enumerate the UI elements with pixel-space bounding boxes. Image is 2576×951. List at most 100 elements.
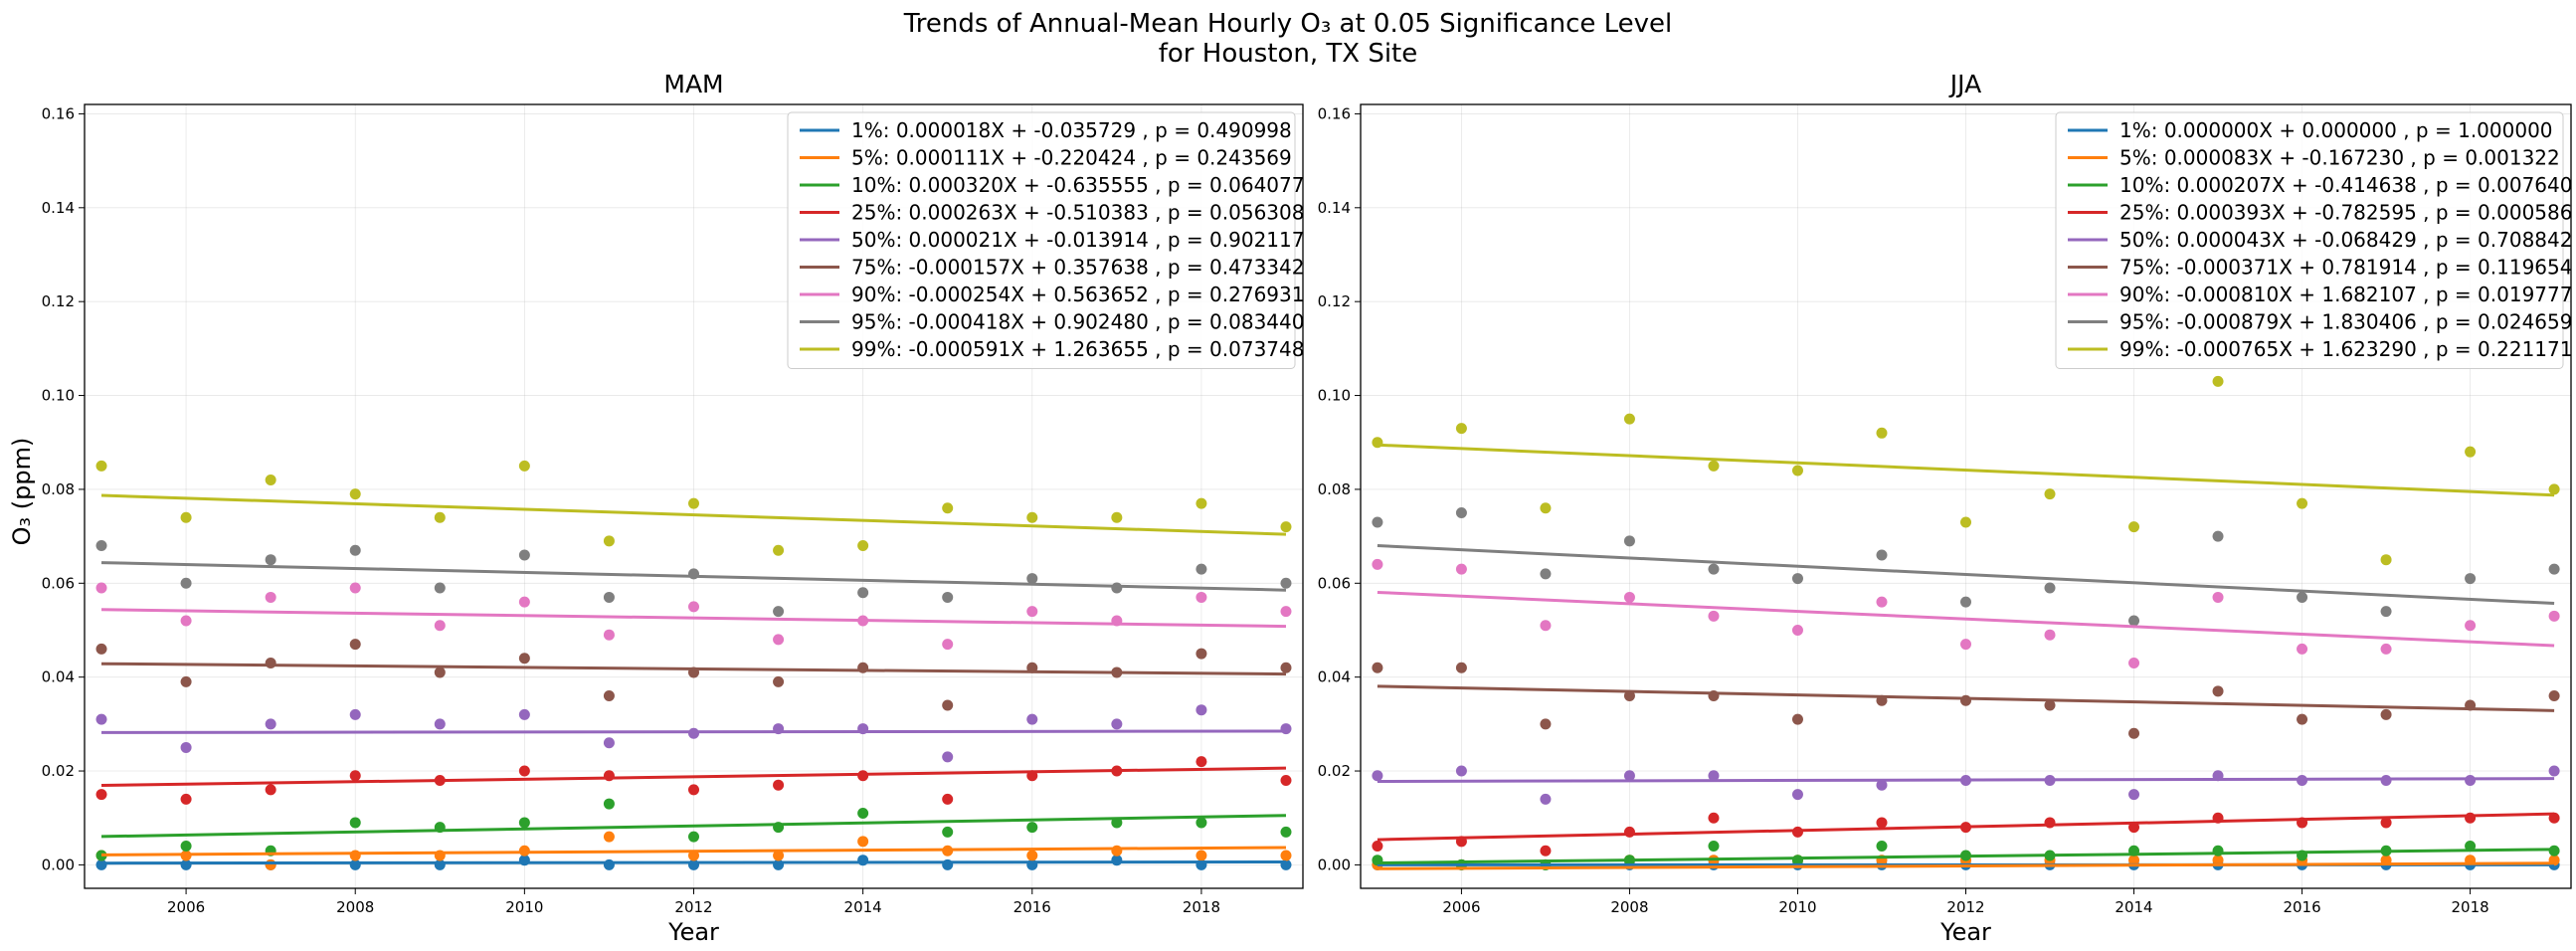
data-point xyxy=(942,826,954,838)
legend-entry: 99%: -0.000591X + 1.263655 , p = 0.07374… xyxy=(851,337,1304,361)
data-point xyxy=(2465,812,2477,824)
series-6-points xyxy=(95,582,1292,651)
trend-line xyxy=(100,493,1287,536)
data-point xyxy=(1026,822,1038,834)
data-point xyxy=(1196,817,1207,829)
data-point xyxy=(95,858,107,870)
data-point xyxy=(942,793,954,805)
legend-entry: 99%: -0.000765X + 1.623290 , p = 0.22117… xyxy=(2119,337,2572,361)
data-point xyxy=(857,587,869,599)
data-point xyxy=(773,606,785,618)
data-point xyxy=(1280,521,1292,533)
series-8-points xyxy=(95,460,1292,556)
data-point xyxy=(1623,591,1635,603)
plot-frame xyxy=(84,103,1304,889)
data-point xyxy=(2212,591,2224,603)
y-tick-label: 0.00 xyxy=(1318,856,1351,873)
data-point xyxy=(180,841,192,853)
y-tick-label: 0.06 xyxy=(1318,574,1351,592)
data-point xyxy=(1372,841,1383,853)
legend-entry: 95%: -0.000879X + 1.830406 , p = 0.02465… xyxy=(2119,310,2572,334)
x-tick-label: 2008 xyxy=(336,898,374,916)
data-point xyxy=(1623,535,1635,547)
trend-line xyxy=(100,561,1287,592)
legend-entry: 50%: 0.000021X + -0.013914 , p = 0.90211… xyxy=(851,228,1304,252)
data-point xyxy=(1455,662,1467,673)
x-tick-label: 2018 xyxy=(1183,898,1220,916)
x-tick-label: 2018 xyxy=(2451,898,2488,916)
data-point xyxy=(2044,488,2056,500)
data-point xyxy=(1196,756,1207,768)
data-point xyxy=(2044,582,2056,594)
legend-box xyxy=(2055,111,2564,369)
data-point xyxy=(349,770,361,782)
x-tick-label: 2016 xyxy=(1013,898,1051,916)
data-point xyxy=(1280,850,1292,861)
data-point xyxy=(942,751,954,763)
data-point xyxy=(1372,662,1383,673)
legend: 1%: 0.000000X + 0.000000 , p = 1.000000 5… xyxy=(2055,111,2572,369)
data-point xyxy=(349,582,361,594)
y-tick-label: 0.08 xyxy=(1318,480,1351,498)
data-point xyxy=(1708,563,1720,575)
panel-title: MAM xyxy=(663,70,723,98)
data-point xyxy=(857,836,869,848)
data-point xyxy=(1196,563,1207,575)
data-point xyxy=(95,540,107,552)
data-point xyxy=(180,511,192,523)
data-point xyxy=(2548,765,2560,777)
data-point xyxy=(180,858,192,870)
data-point xyxy=(2297,591,2308,603)
data-point xyxy=(2548,563,2560,575)
data-point xyxy=(2128,789,2140,801)
data-point xyxy=(603,535,615,547)
data-point xyxy=(265,591,276,603)
data-point xyxy=(773,850,785,861)
data-point xyxy=(603,629,615,641)
trend-line xyxy=(100,814,1287,839)
legend-entry: 10%: 0.000320X + -0.635555 , p = 0.06407… xyxy=(851,173,1304,197)
data-point xyxy=(349,708,361,720)
x-tick-label: 2010 xyxy=(1778,898,1816,916)
data-point xyxy=(1791,573,1803,585)
data-point xyxy=(518,708,530,720)
y-tick-label: 0.00 xyxy=(42,856,75,873)
data-point xyxy=(1876,841,1888,853)
data-point xyxy=(603,690,615,702)
data-point xyxy=(2465,620,2477,632)
data-point xyxy=(603,591,615,603)
data-point xyxy=(857,855,869,866)
data-point xyxy=(2212,530,2224,542)
y-tick-label: 0.04 xyxy=(1318,668,1351,686)
data-point xyxy=(1791,713,1803,725)
y-tick-label: 0.02 xyxy=(42,762,75,780)
data-point xyxy=(688,784,699,796)
legend-box xyxy=(787,111,1296,369)
trend-line xyxy=(1377,443,2555,497)
data-point xyxy=(2380,817,2392,829)
legend-entry: 50%: 0.000043X + -0.068429 , p = 0.70884… xyxy=(2119,228,2572,252)
trend-line xyxy=(101,846,1286,856)
data-point xyxy=(1876,427,1888,439)
data-point xyxy=(942,699,954,711)
data-point xyxy=(773,675,785,687)
data-point xyxy=(1791,465,1803,476)
data-point xyxy=(942,591,954,603)
data-point xyxy=(773,544,785,556)
data-point xyxy=(349,488,361,500)
data-point xyxy=(265,658,276,669)
data-point xyxy=(1372,770,1383,782)
data-point xyxy=(265,718,276,730)
data-point xyxy=(1455,563,1467,575)
data-point xyxy=(1960,694,1971,706)
data-point xyxy=(1623,770,1635,782)
data-point xyxy=(434,620,446,632)
y-tick-label: 0.14 xyxy=(1318,199,1351,217)
data-point xyxy=(349,544,361,556)
data-point xyxy=(1111,855,1123,866)
trend-line xyxy=(1377,848,2555,865)
panel-mam: 2006 2008 2010 2012 2014 2016 2018 0.00 0.02 0.04… xyxy=(42,70,1305,946)
data-point xyxy=(1876,549,1888,561)
data-point xyxy=(1540,568,1552,580)
